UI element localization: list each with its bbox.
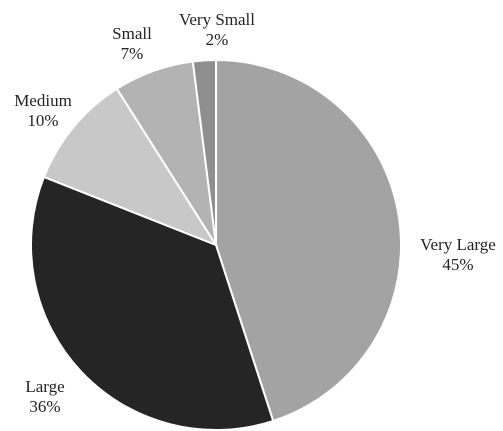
slice-label-very-small: Very Small [179,10,255,29]
pie-slice-medium [42,87,219,248]
slice-label-medium: Medium [14,91,72,110]
pie-slice-large [30,175,275,431]
pie-slice-very-small [191,58,217,246]
slice-value-medium: 10% [27,111,58,130]
pie-slice-very-large [215,58,403,423]
slice-value-very-large: 45% [442,255,473,274]
slice-value-small: 7% [121,44,144,63]
slice-value-very-small: 2% [206,30,229,49]
slice-label-large: Large [25,377,64,396]
slice-label-small: Small [112,24,152,43]
pie-slices [30,58,403,431]
slice-label-very-large: Very Large [420,235,496,254]
slice-value-large: 36% [29,397,60,416]
